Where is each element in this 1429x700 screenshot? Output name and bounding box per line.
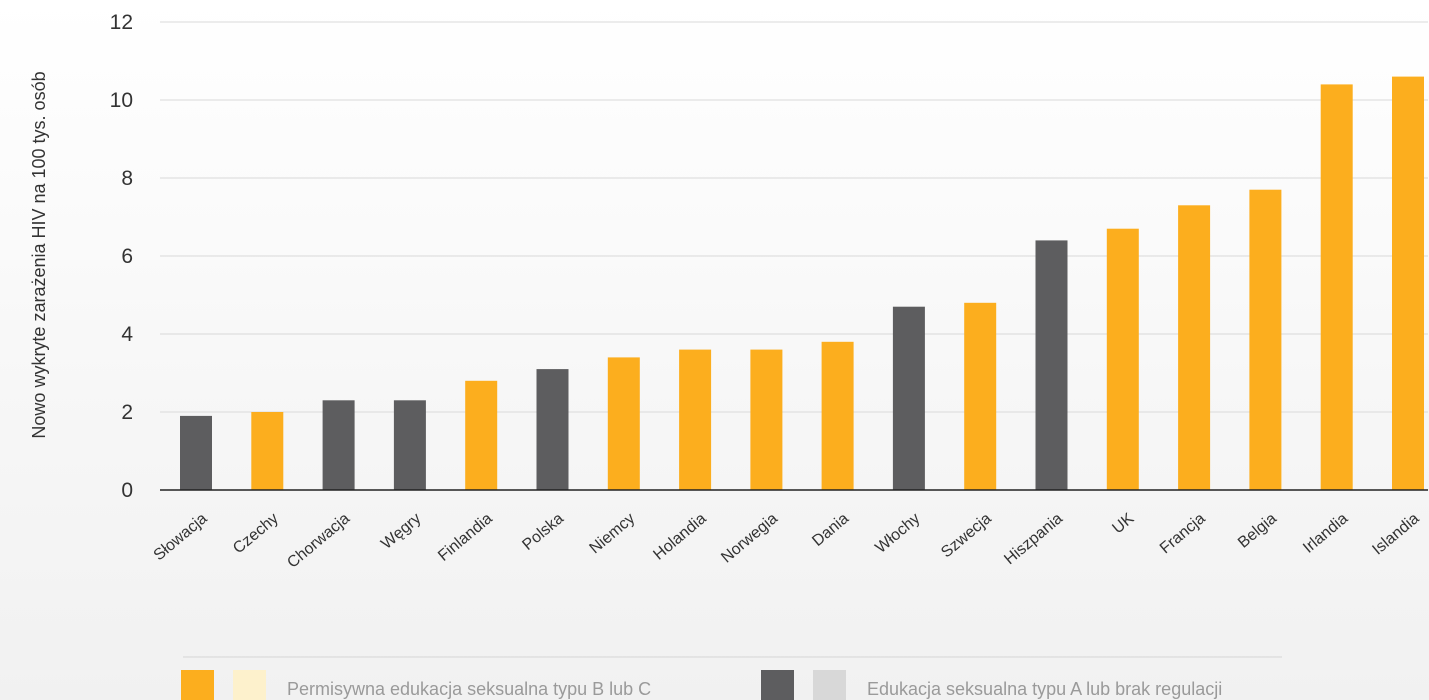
bar: [536, 369, 569, 490]
y-tick-labels: 0 2 4 6 8 10 12: [110, 11, 134, 502]
y-axis-title: Nowo wykryte zarażenia HIV na 100 tys. o…: [29, 71, 49, 438]
x-category-label: Węgry: [378, 510, 424, 553]
legend-label: Permisywna edukacja seksualna typu B lub…: [287, 679, 651, 699]
legend-swatch-light: [233, 670, 266, 700]
bar: [465, 380, 498, 490]
bar: [1035, 240, 1068, 490]
x-category-label: Czechy: [230, 510, 282, 557]
y-tick-label: 6: [121, 245, 133, 268]
legend-swatch: [181, 670, 214, 700]
y-tick-label: 4: [121, 323, 133, 346]
y-tick-label: 12: [110, 11, 133, 34]
x-category-label: UK: [1109, 510, 1137, 538]
bar: [1178, 205, 1211, 491]
bar: [821, 341, 854, 490]
bar: [679, 349, 712, 490]
bar: [393, 400, 426, 490]
bar: [1320, 84, 1353, 491]
bar: [1392, 76, 1424, 490]
x-category-label: Irlandia: [1300, 510, 1351, 557]
bar: [322, 400, 355, 490]
x-category-label: Francja: [1157, 510, 1209, 557]
bar: [750, 349, 783, 490]
y-tick-label: 8: [121, 167, 133, 190]
bars: [180, 76, 1424, 491]
x-category-label: Niemcy: [587, 510, 639, 557]
x-category-label: Słowacja: [151, 510, 211, 564]
bar: [892, 306, 925, 490]
bar: [180, 415, 212, 490]
legend-swatch-light: [813, 670, 846, 700]
x-category-label: Islandia: [1369, 510, 1422, 559]
x-category-label: Chorwacja: [284, 510, 353, 572]
bar: [607, 357, 640, 490]
grid-lines: [160, 21, 1428, 413]
x-category-label: Belgia: [1235, 510, 1280, 552]
x-category-label: Holandia: [650, 510, 709, 564]
x-category-label: Polska: [519, 510, 567, 554]
legend-label: Edukacja seksualna typu A lub brak regul…: [867, 679, 1222, 699]
x-category-label: Włochy: [872, 510, 923, 557]
legend-swatch: [761, 670, 794, 700]
y-tick-label: 2: [121, 401, 133, 424]
bar: [964, 302, 997, 490]
x-category-labels: Słowacja Czechy Chorwacja Węgry Finlandia Pol…: [151, 510, 1423, 572]
x-category-label: Finlandia: [435, 510, 496, 565]
x-category-label: Szwecja: [938, 510, 995, 561]
x-category-label: Dania: [809, 510, 852, 550]
y-tick-label: 0: [121, 479, 133, 502]
legend: Permisywna edukacja seksualna typu B lub…: [181, 670, 1222, 700]
y-tick-label: 10: [110, 89, 133, 112]
bar: [251, 412, 284, 490]
bar: [1249, 189, 1282, 490]
x-category-label: Norwegia: [718, 510, 781, 567]
x-category-label: Hiszpania: [1001, 510, 1066, 568]
bar: [1106, 228, 1139, 490]
